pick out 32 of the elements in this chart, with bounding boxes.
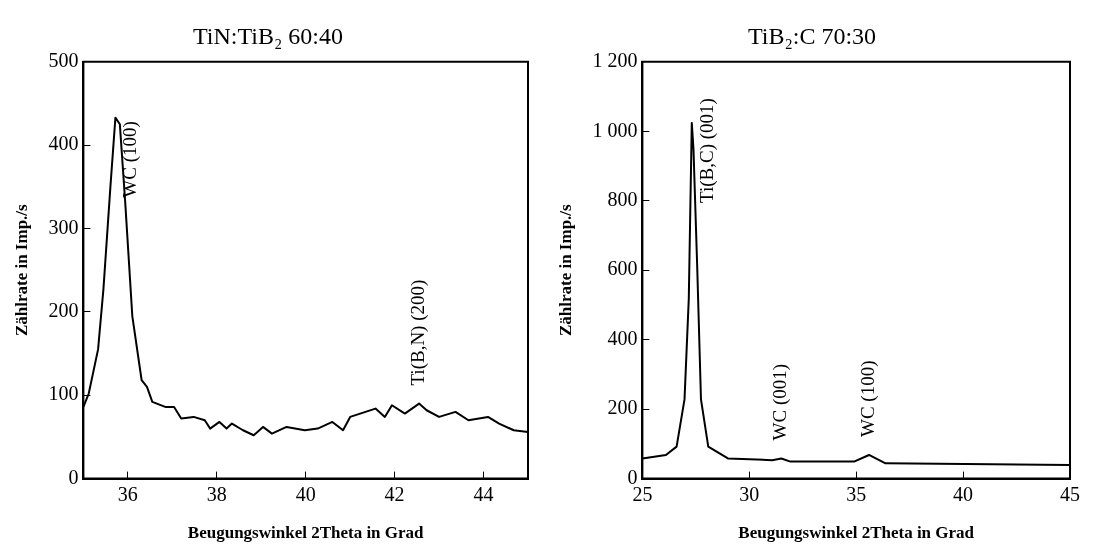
- y-tick-label: 800: [607, 187, 638, 210]
- x-tick-label: 30: [739, 482, 760, 505]
- y-tick-label: 400: [607, 326, 638, 349]
- annotation: Ti(B,N) (200): [407, 279, 430, 386]
- x-tick-label: 38: [206, 482, 227, 505]
- x-tick-label: 35: [846, 482, 867, 505]
- y-axis-title: Zählrate in Imp./s: [555, 203, 575, 337]
- x-tick-label: 40: [953, 482, 974, 505]
- y-tick-label: 600: [607, 257, 638, 280]
- y-tick-label: 0: [627, 465, 638, 488]
- x-axis-title: Beugungswinkel 2Theta in Grad: [738, 523, 975, 543]
- y-tick-label: 100: [48, 382, 79, 405]
- y-tick-label: 500: [48, 49, 79, 72]
- x-axis-title: Beugungswinkel 2Theta in Grad: [187, 523, 425, 543]
- x-tick-label: 44: [473, 482, 494, 505]
- y-tick-label: 400: [48, 132, 79, 155]
- x-tick-label: 42: [384, 482, 405, 505]
- y-tick-label: 1 200: [592, 49, 638, 72]
- chart-title: TiB₂:C 70:30: [747, 22, 877, 49]
- y-tick-label: 200: [48, 299, 79, 322]
- y-tick-label: 200: [607, 396, 638, 419]
- y-tick-label: 1 000: [592, 118, 638, 141]
- x-tick-label: 36: [117, 482, 138, 505]
- chart-title: TiN:TiB₂ 60:40: [192, 22, 344, 49]
- x-tick-label: 40: [295, 482, 316, 505]
- annotation: Ti(B,C) (001): [695, 98, 718, 203]
- y-tick-label: 0: [68, 465, 79, 488]
- y-axis-title: Zählrate in Imp./s: [11, 203, 31, 337]
- annotation: WC (100): [857, 360, 880, 437]
- y-tick-label: 300: [48, 215, 79, 238]
- annotation: WC (001): [769, 363, 792, 441]
- x-tick-label: 45: [1060, 482, 1080, 505]
